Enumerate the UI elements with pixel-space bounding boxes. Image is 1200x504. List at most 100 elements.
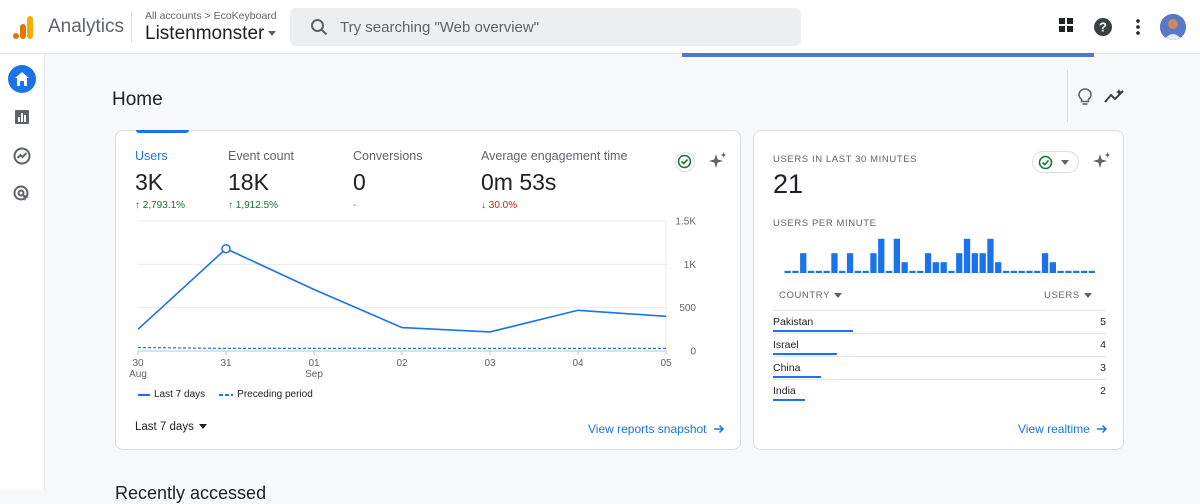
minute-bar — [972, 253, 978, 273]
view-realtime-link[interactable]: View realtime — [1018, 422, 1108, 436]
header-divider — [131, 12, 132, 42]
users-per-minute-chart — [784, 235, 1096, 273]
nav-advertising[interactable] — [8, 180, 36, 208]
country-users: 5 — [1100, 316, 1106, 328]
help-icon[interactable]: ? — [1094, 18, 1112, 36]
minute-bar — [956, 253, 962, 273]
side-nav — [0, 55, 45, 490]
x-tick-label: 03 — [484, 358, 496, 369]
header-right-divider — [1067, 70, 1068, 122]
country-name: Israel — [773, 339, 799, 351]
view-reports-snapshot-link[interactable]: View reports snapshot — [588, 422, 725, 436]
column-users-label: USERS — [1044, 290, 1080, 301]
country-share-bar — [773, 330, 853, 332]
lightbulb-icon[interactable] — [1078, 88, 1092, 106]
apps-grid-icon[interactable] — [1058, 17, 1074, 33]
legend-solid-swatch — [138, 393, 150, 397]
reports-icon — [14, 109, 30, 125]
minute-bar — [909, 271, 915, 273]
analytics-logo-icon[interactable] — [12, 14, 34, 40]
arrow-right-icon — [1096, 423, 1108, 435]
chart-legend: Last 7 days Preceding period — [138, 389, 313, 400]
minute-bar — [1026, 271, 1032, 273]
table-row[interactable]: Israel 4 — [773, 333, 1106, 356]
country-name: India — [773, 385, 796, 397]
table-row[interactable]: China 3 — [773, 356, 1106, 379]
series-line-previous — [138, 348, 666, 349]
minute-bar — [800, 253, 806, 273]
date-range-dropdown[interactable]: Last 7 days — [135, 421, 207, 433]
column-users[interactable]: USERS — [1044, 290, 1092, 301]
explore-icon — [13, 147, 31, 165]
minute-bar — [878, 239, 884, 273]
minute-bar — [831, 253, 837, 273]
country-users: 2 — [1100, 385, 1106, 397]
x-tick-label: 04 — [572, 358, 584, 369]
minute-bar — [847, 253, 853, 273]
realtime-subtitle: USERS PER MINUTE — [773, 218, 877, 229]
loading-progress-bar — [682, 53, 1094, 57]
minute-bar — [1003, 271, 1009, 273]
minute-bar — [1058, 271, 1064, 273]
minute-bar — [917, 271, 923, 273]
table-row[interactable]: Pakistan 5 — [773, 310, 1106, 333]
legend-current-label: Last 7 days — [154, 389, 205, 400]
series-line-current — [138, 249, 666, 332]
x-tick-label: 02 — [396, 358, 408, 369]
date-range-label: Last 7 days — [135, 421, 194, 433]
minute-bar — [1050, 262, 1056, 273]
recently-accessed-heading: Recently accessed — [115, 483, 266, 504]
property-selector[interactable]: Listenmonster — [145, 23, 276, 45]
nav-explore[interactable] — [8, 142, 36, 170]
y-tick-label: 500 — [679, 303, 696, 314]
column-country[interactable]: COUNTRY — [779, 290, 842, 301]
minute-bar — [1073, 271, 1079, 273]
property-name: Listenmonster — [145, 23, 264, 44]
overview-card: Users 3K ↑ 2,793.1% Event count 18K ↑ 1,… — [115, 130, 741, 450]
minute-bar — [894, 239, 900, 273]
minute-bar — [933, 262, 939, 273]
x-tick-sublabel: Sep — [305, 369, 323, 380]
sort-caret-icon — [834, 293, 842, 298]
trend-icon[interactable] — [1104, 88, 1126, 104]
minute-bar — [1019, 271, 1025, 273]
minute-bar — [886, 271, 892, 273]
minute-bar — [808, 271, 814, 273]
nav-home[interactable] — [8, 65, 36, 93]
realtime-quality-dropdown[interactable] — [1032, 151, 1079, 173]
country-name: China — [773, 362, 800, 374]
x-tick-label: 31 — [220, 358, 232, 369]
minute-bar — [980, 253, 986, 273]
search-input[interactable] — [340, 8, 780, 46]
minute-bar — [987, 239, 993, 273]
arrow-right-icon — [713, 423, 725, 435]
sparkle-icon[interactable] — [1092, 151, 1112, 171]
page-title: Home — [112, 89, 163, 111]
realtime-value: 21 — [773, 169, 803, 200]
column-country-label: COUNTRY — [779, 290, 830, 301]
check-circle-icon — [1037, 154, 1054, 171]
legend-previous-label: Preceding period — [237, 389, 313, 400]
nav-reports[interactable] — [8, 103, 36, 131]
minute-bar — [941, 262, 947, 273]
data-point — [222, 245, 230, 253]
legend-current[interactable]: Last 7 days — [138, 389, 205, 400]
more-vert-icon[interactable] — [1134, 19, 1142, 35]
avatar[interactable] — [1160, 14, 1186, 40]
minute-bar — [995, 262, 1001, 273]
minute-bar — [1011, 271, 1017, 273]
search-bar[interactable] — [290, 8, 801, 46]
top-bar: Analytics All accounts > EcoKeyboard Lis… — [0, 0, 1200, 54]
minute-bar — [1081, 271, 1087, 273]
country-share-bar — [773, 399, 805, 401]
link-label: View reports snapshot — [588, 422, 707, 436]
link-label: View realtime — [1018, 422, 1090, 436]
search-icon — [310, 18, 328, 36]
table-row[interactable]: India 2 — [773, 379, 1106, 402]
breadcrumb[interactable]: All accounts > EcoKeyboard — [145, 10, 277, 22]
x-tick-label: 01 — [308, 358, 320, 369]
legend-previous[interactable]: Preceding period — [219, 389, 313, 400]
caret-down-icon — [268, 31, 276, 36]
realtime-card: USERS IN LAST 30 MINUTES 21 USERS PER MI… — [753, 130, 1124, 450]
